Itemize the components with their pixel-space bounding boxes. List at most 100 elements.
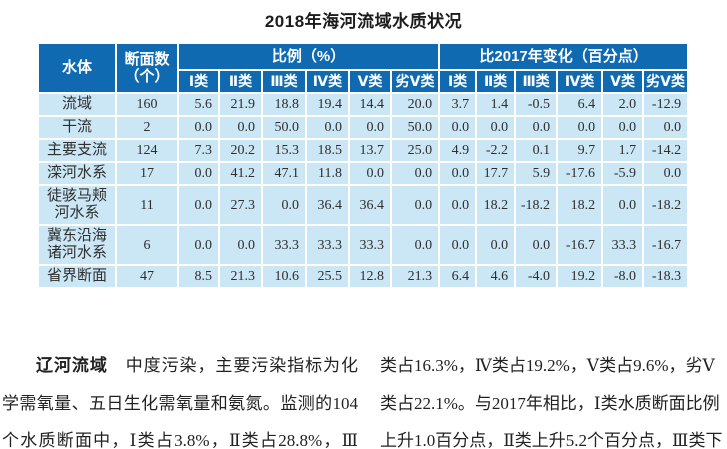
change-cell: 18.2: [475, 184, 517, 226]
row-label: 徒骇马颊河水系: [37, 184, 117, 226]
proportion-cell: 20.2: [218, 138, 263, 163]
proportion-cell: 5.6: [177, 92, 220, 117]
page-title: 2018年海河流域水质状况: [264, 12, 463, 31]
table-row: 省界断面 47 8.5 21.3 10.6 25.5 12.8 21.3 6.4 4.6 -4.0 1…: [37, 264, 690, 289]
proportion-cell: 21.3: [389, 264, 441, 289]
change-cell: 1.4: [475, 92, 517, 117]
class-col-header: 劣Ⅴ类: [389, 69, 441, 94]
body-text: 辽河流域 中度污染，主要污染指标为化 学需氧量、五日生化需氧量和氨氮。监测的10…: [2, 347, 722, 449]
row-label: 滦河水系: [37, 161, 117, 186]
table-body: 流域 160 5.6 21.9 18.8 19.4 14.4 20.0 3.7 1.4 -0.5 6.…: [37, 92, 690, 289]
proportion-cell: 0.0: [389, 184, 441, 226]
proportion-cell: 13.7: [348, 138, 392, 163]
col-header-change: 比2017年变化（百分点）: [438, 42, 690, 71]
change-cell: -17.6: [556, 161, 604, 186]
proportion-cell: 21.9: [218, 92, 263, 117]
change-cell: 1.7: [601, 138, 645, 163]
table-row: 流域 160 5.6 21.9 18.8 19.4 14.4 20.0 3.7 1.4 -0.5 6.…: [37, 92, 690, 117]
paragraph-line: 个水质断面中，Ⅰ类占3.8%，Ⅱ类占28.8%，Ⅲ: [2, 431, 358, 449]
proportion-cell: 19.4: [305, 92, 350, 117]
section-count-cell: 6: [115, 224, 179, 266]
proportion-cell: 0.0: [261, 184, 307, 226]
proportion-cell: 12.8: [348, 264, 392, 289]
header-row-groups: 水体 断面数 （个） 比例（%） 比2017年变化（百分点）: [37, 42, 690, 94]
water-quality-table: 水体 断面数 （个） 比例（%） 比2017年变化（百分点） Ⅰ类 Ⅱ类 Ⅲ类 Ⅳ类 Ⅴ…: [37, 42, 690, 289]
text-column-left: 辽河流域 中度污染，主要污染指标为化 学需氧量、五日生化需氧量和氨氮。监测的10…: [2, 347, 358, 449]
change-cell: 18.2: [556, 184, 604, 226]
proportion-cell: 0.0: [177, 184, 220, 226]
proportion-cell: 0.0: [218, 224, 263, 266]
change-cell: 0.0: [438, 184, 478, 226]
text-column-right: 类占16.3%，Ⅳ类占19.2%，Ⅴ类占9.6%，劣Ⅴ 类占22.1%。与201…: [380, 347, 722, 449]
change-cell: -5.9: [601, 161, 645, 186]
proportion-cell: 0.0: [177, 161, 220, 186]
change-cell: -18.3: [642, 264, 690, 289]
change-cell: 0.0: [438, 161, 478, 186]
change-cell: 0.0: [642, 161, 690, 186]
change-cell: -16.7: [642, 224, 690, 266]
row-label: 省界断面: [37, 264, 117, 289]
proportion-cell: 25.0: [389, 138, 441, 163]
proportion-cell: 0.0: [389, 224, 441, 266]
change-cell: -14.2: [642, 138, 690, 163]
proportion-cell: 0.0: [177, 224, 220, 266]
change-cell: 0.0: [438, 224, 478, 266]
change-cell: 4.9: [438, 138, 478, 163]
section-count-cell: 124: [115, 138, 179, 163]
proportion-cell: 33.3: [261, 224, 307, 266]
change-cell: 19.2: [556, 264, 604, 289]
proportion-cell: 33.3: [305, 224, 350, 266]
table-row: 干流 2 0.0 0.0 50.0 0.0 0.0 50.0 0.0 0.0 0.0 0.0 0.0 0.…: [37, 115, 690, 140]
proportion-cell: 15.3: [261, 138, 307, 163]
change-cell: 0.0: [556, 115, 604, 140]
change-cell: 3.7: [438, 92, 478, 117]
col-header-water-body: 水体: [37, 42, 117, 94]
change-cell: 0.0: [642, 115, 690, 140]
change-cell: 0.1: [514, 138, 559, 163]
paragraph-line: 辽河流域 中度污染，主要污染指标为化: [2, 347, 358, 385]
change-cell: 0.0: [514, 115, 559, 140]
table-header: 水体 断面数 （个） 比例（%） 比2017年变化（百分点） Ⅰ类 Ⅱ类 Ⅲ类 Ⅳ类 Ⅴ…: [37, 42, 690, 94]
proportion-cell: 47.1: [261, 161, 307, 186]
proportion-cell: 0.0: [218, 115, 263, 140]
paragraph-line: 学需氧量、五日生化需氧量和氨氮。监测的104: [2, 393, 358, 413]
section-count-cell: 47: [115, 264, 179, 289]
class-col-header: 劣Ⅴ类: [642, 69, 690, 94]
change-cell: 0.0: [475, 224, 517, 266]
change-cell: 9.7: [556, 138, 604, 163]
proportion-cell: 21.3: [218, 264, 263, 289]
col-header-section-count: 断面数 （个）: [115, 42, 179, 94]
proportion-cell: 0.0: [348, 161, 392, 186]
proportion-cell: 50.0: [389, 115, 441, 140]
proportion-cell: 50.0: [261, 115, 307, 140]
section-count-cell: 2: [115, 115, 179, 140]
change-cell: 33.3: [601, 224, 645, 266]
change-cell: -18.2: [514, 184, 559, 226]
proportion-cell: 33.3: [348, 224, 392, 266]
proportion-cell: 11.8: [305, 161, 350, 186]
proportion-cell: 41.2: [218, 161, 263, 186]
change-cell: 0.0: [514, 224, 559, 266]
change-cell: 5.9: [514, 161, 559, 186]
class-col-header: Ⅱ类: [475, 69, 517, 94]
change-cell: -4.0: [514, 264, 559, 289]
table-row: 徒骇马颊河水系 11 0.0 27.3 0.0 36.4 36.4 0.0 0.0 18.2 -18…: [37, 184, 690, 226]
row-label: 干流: [37, 115, 117, 140]
class-col-header: Ⅳ类: [556, 69, 604, 94]
change-cell: 0.0: [438, 115, 478, 140]
change-cell: 17.7: [475, 161, 517, 186]
section-count-cell: 17: [115, 161, 179, 186]
change-cell: -0.5: [514, 92, 559, 117]
change-cell: 4.6: [475, 264, 517, 289]
class-col-header: Ⅲ类: [261, 69, 307, 94]
class-col-header: Ⅴ类: [601, 69, 645, 94]
proportion-cell: 18.8: [261, 92, 307, 117]
change-cell: 0.0: [601, 115, 645, 140]
section-count-cell: 160: [115, 92, 179, 117]
change-cell: -18.2: [642, 184, 690, 226]
change-cell: 0.0: [601, 184, 645, 226]
proportion-cell: 20.0: [389, 92, 441, 117]
change-cell: 2.0: [601, 92, 645, 117]
row-label: 流域: [37, 92, 117, 117]
